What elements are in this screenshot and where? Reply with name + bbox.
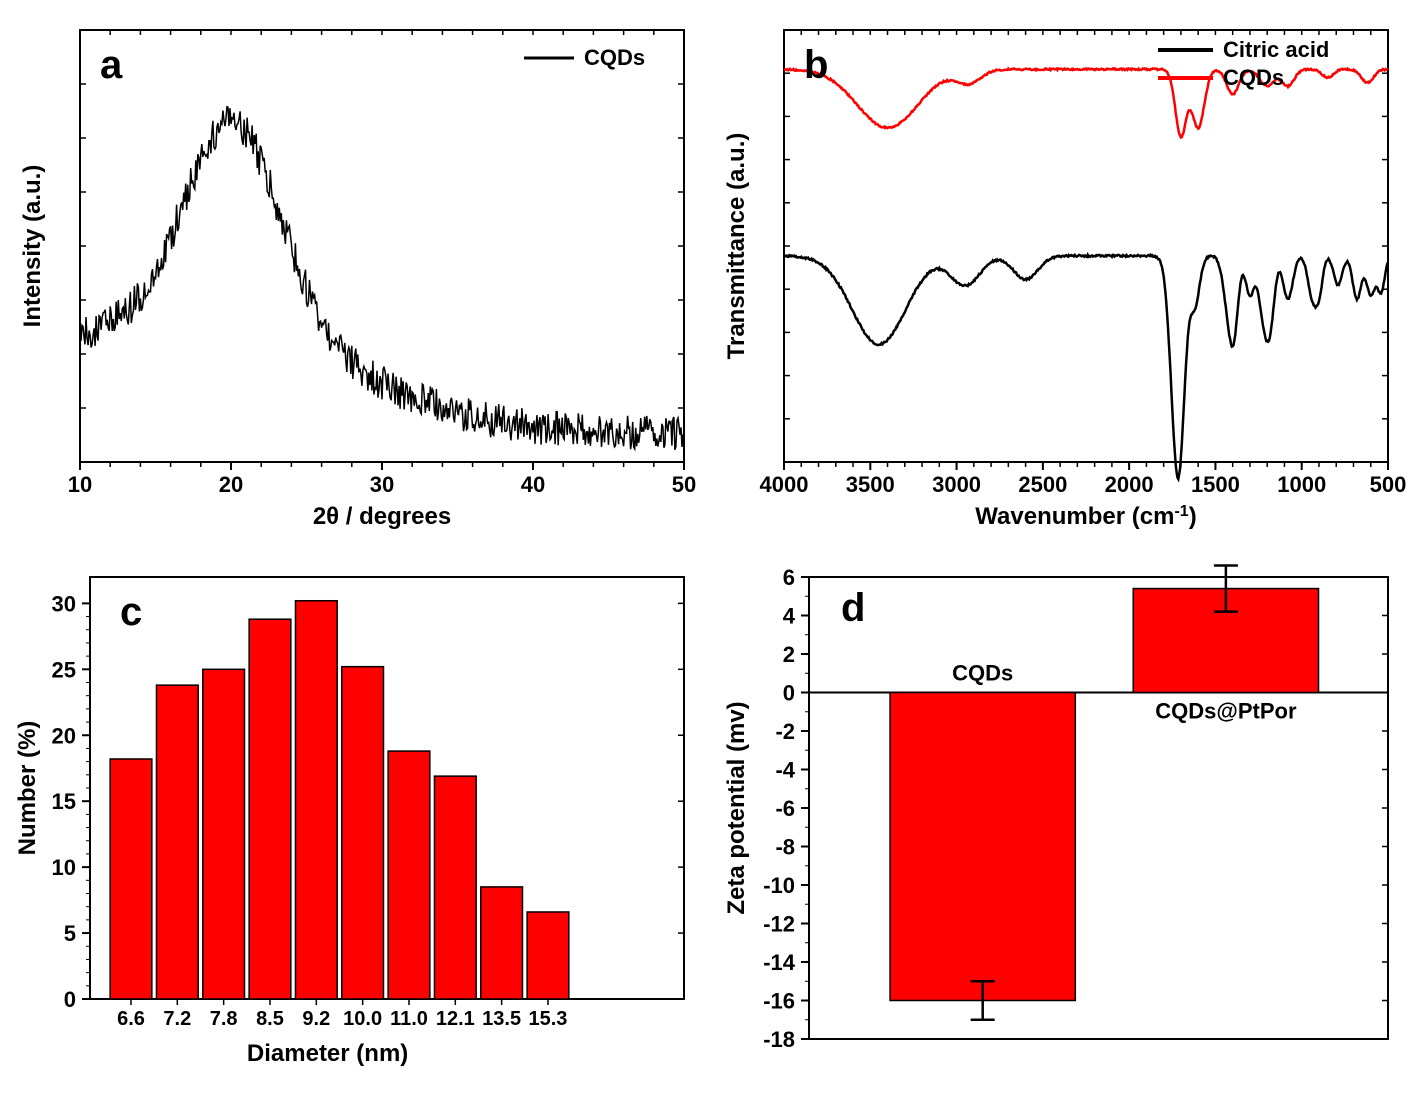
svg-text:CQDs@PtPor: CQDs@PtPor bbox=[1155, 699, 1297, 724]
svg-text:11.0: 11.0 bbox=[390, 1008, 428, 1030]
svg-text:Zeta potential (mv): Zeta potential (mv) bbox=[723, 701, 750, 914]
svg-text:15: 15 bbox=[52, 789, 76, 814]
svg-text:Number (%): Number (%) bbox=[14, 721, 41, 856]
svg-text:2500: 2500 bbox=[1018, 472, 1067, 497]
svg-text:Intensity (a.u.): Intensity (a.u.) bbox=[19, 165, 46, 328]
svg-text:10.0: 10.0 bbox=[343, 1008, 382, 1030]
svg-text:25: 25 bbox=[52, 657, 76, 682]
svg-text:12.1: 12.1 bbox=[436, 1008, 475, 1030]
svg-text:Diameter (nm): Diameter (nm) bbox=[247, 1040, 408, 1067]
histogram-chart: 6.6 7.2 7.8 8.5 9.2 10.0 11.0 12.1 13.5 15.3 0 5 10 1… bbox=[10, 557, 704, 1089]
ftir-chart: 4000 3500 3000 2500 2000 1500 1000 500 Wavenumbe… bbox=[714, 10, 1408, 542]
svg-text:CQDs: CQDs bbox=[952, 661, 1013, 686]
svg-text:-12: -12 bbox=[763, 912, 795, 937]
svg-text:0: 0 bbox=[783, 681, 795, 706]
svg-text:-8: -8 bbox=[775, 835, 795, 860]
svg-text:6.6: 6.6 bbox=[117, 1008, 145, 1030]
svg-text:c: c bbox=[120, 590, 142, 634]
panel-d: CQDs CQDs@PtPor -18 -16 -14 -12 -10 -8 -6 -4 -2 0 2 4… bbox=[714, 557, 1408, 1094]
svg-text:3500: 3500 bbox=[846, 472, 895, 497]
panel-b: 4000 3500 3000 2500 2000 1500 1000 500 Wavenumbe… bbox=[714, 10, 1408, 547]
svg-text:-18: -18 bbox=[763, 1027, 795, 1052]
svg-text:0: 0 bbox=[64, 987, 76, 1012]
svg-text:-14: -14 bbox=[763, 950, 796, 975]
svg-text:Wavenumber (cm-1): Wavenumber (cm-1) bbox=[975, 503, 1196, 531]
svg-text:7.2: 7.2 bbox=[163, 1008, 191, 1030]
svg-text:30: 30 bbox=[52, 591, 76, 616]
svg-text:500: 500 bbox=[1370, 472, 1407, 497]
svg-text:1500: 1500 bbox=[1191, 472, 1240, 497]
xrd-chart: 10 20 30 40 50 2θ / degrees Intensity (a.u.) CQ… bbox=[10, 10, 704, 542]
svg-text:CQDs: CQDs bbox=[1223, 65, 1284, 90]
svg-text:-4: -4 bbox=[775, 758, 795, 783]
svg-text:Citric acid: Citric acid bbox=[1223, 37, 1329, 62]
svg-text:10: 10 bbox=[68, 472, 92, 497]
svg-text:-10: -10 bbox=[763, 873, 795, 898]
svg-text:10: 10 bbox=[52, 855, 76, 880]
svg-text:1000: 1000 bbox=[1277, 472, 1326, 497]
svg-text:2000: 2000 bbox=[1105, 472, 1154, 497]
svg-text:20: 20 bbox=[219, 472, 243, 497]
svg-text:15.3: 15.3 bbox=[529, 1008, 568, 1030]
zeta-chart: CQDs CQDs@PtPor -18 -16 -14 -12 -10 -8 -6 -4 -2 0 2 4… bbox=[714, 557, 1408, 1089]
svg-text:40: 40 bbox=[521, 472, 545, 497]
svg-text:4: 4 bbox=[783, 604, 796, 629]
panel-c: 6.6 7.2 7.8 8.5 9.2 10.0 11.0 12.1 13.5 15.3 0 5 10 1… bbox=[10, 557, 704, 1094]
svg-text:d: d bbox=[841, 586, 865, 630]
svg-text:b: b bbox=[804, 43, 828, 87]
svg-text:a: a bbox=[100, 43, 123, 87]
svg-text:Transmittance (a.u.): Transmittance (a.u.) bbox=[723, 133, 750, 360]
svg-text:-6: -6 bbox=[775, 796, 795, 821]
svg-text:4000: 4000 bbox=[760, 472, 809, 497]
svg-text:2θ / degrees: 2θ / degrees bbox=[313, 503, 451, 530]
panel-a: 10 20 30 40 50 2θ / degrees Intensity (a.u.) CQ… bbox=[10, 10, 704, 547]
svg-text:50: 50 bbox=[672, 472, 696, 497]
svg-text:2: 2 bbox=[783, 642, 795, 667]
svg-text:7.8: 7.8 bbox=[210, 1008, 238, 1030]
svg-text:20: 20 bbox=[52, 723, 76, 748]
svg-text:9.2: 9.2 bbox=[302, 1008, 330, 1030]
svg-text:CQDs: CQDs bbox=[584, 45, 645, 70]
svg-text:30: 30 bbox=[370, 472, 394, 497]
svg-text:6: 6 bbox=[783, 565, 795, 590]
svg-text:13.5: 13.5 bbox=[482, 1008, 521, 1030]
svg-text:-2: -2 bbox=[775, 719, 795, 744]
svg-text:8.5: 8.5 bbox=[256, 1008, 284, 1030]
svg-text:3000: 3000 bbox=[932, 472, 981, 497]
svg-text:-16: -16 bbox=[763, 989, 795, 1014]
svg-text:5: 5 bbox=[64, 921, 76, 946]
